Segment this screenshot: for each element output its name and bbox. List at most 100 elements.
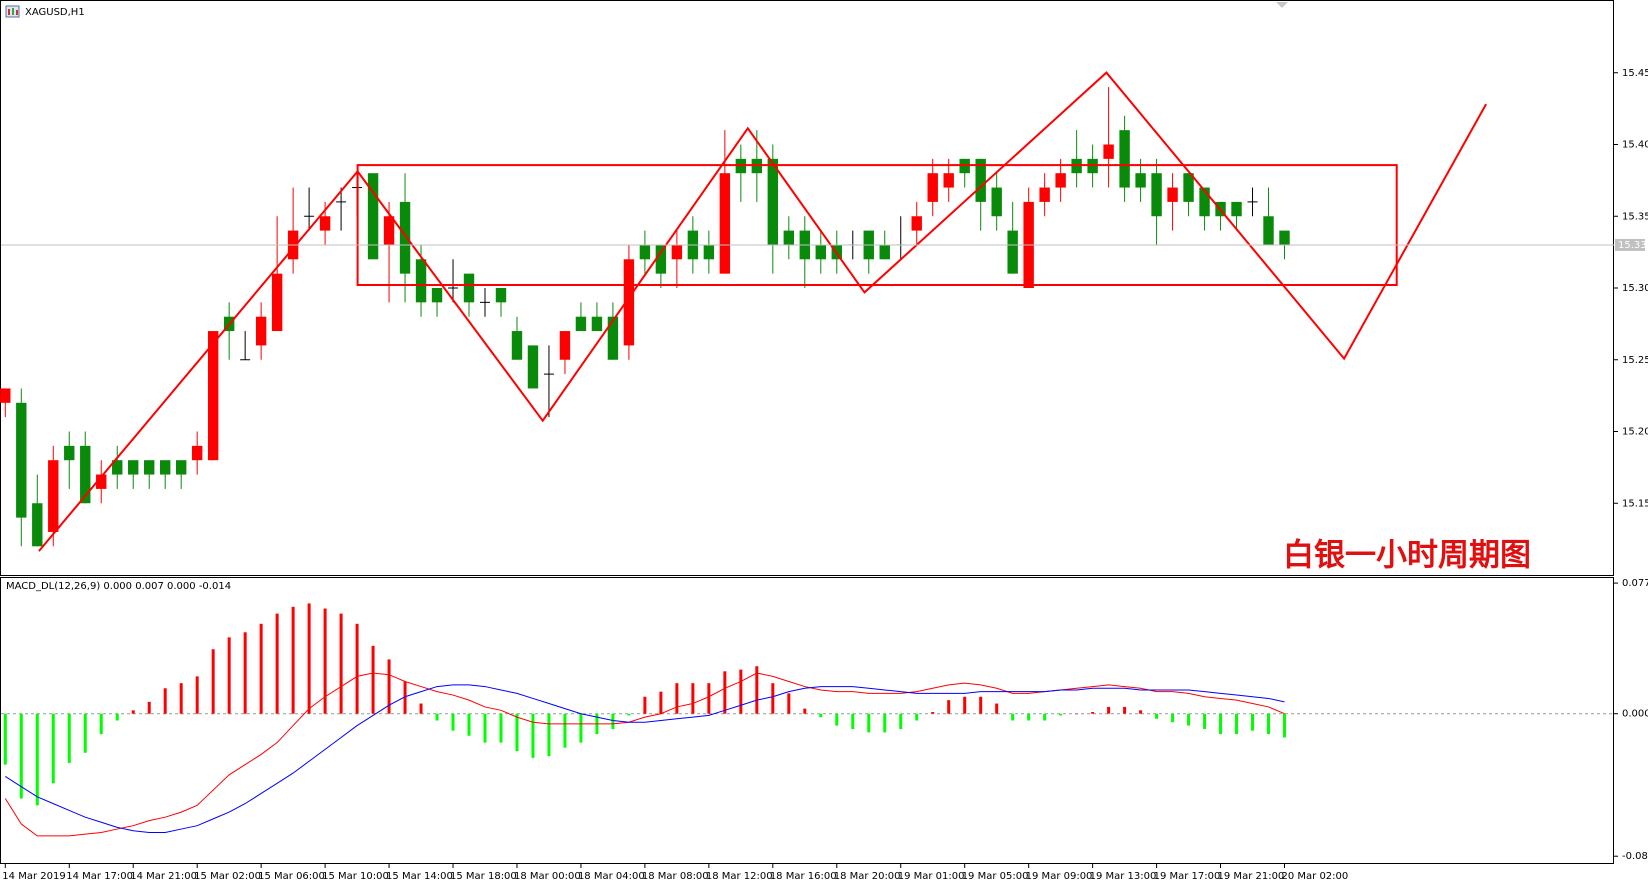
histogram-bar xyxy=(499,713,503,743)
histogram-bar xyxy=(35,713,39,806)
price-label: 15.33 xyxy=(1618,240,1647,251)
histogram-bar xyxy=(259,623,263,714)
histogram-bar xyxy=(563,713,567,748)
x-tick-label: 18 Mar 04:00 xyxy=(578,871,645,882)
x-tick-label: 18 Mar 16:00 xyxy=(770,871,837,882)
candle-body xyxy=(144,460,155,475)
candle-body xyxy=(271,273,283,332)
candle-body xyxy=(1119,130,1130,188)
candle-body xyxy=(1151,173,1162,217)
x-tick-label: 18 Mar 00:00 xyxy=(514,871,581,882)
x-tick-label: 19 Mar 21:00 xyxy=(1218,871,1285,882)
histogram-bar xyxy=(483,713,487,743)
zigzag-line xyxy=(38,71,1487,552)
price-panel-frame xyxy=(0,0,1614,576)
histogram-bar xyxy=(979,696,983,714)
histogram-bar xyxy=(931,712,935,714)
candle-body xyxy=(815,244,826,260)
x-tick-label: 19 Mar 09:00 xyxy=(1026,871,1093,882)
candle-body xyxy=(1279,230,1290,245)
y-tick-label: 15.25 xyxy=(1622,355,1648,366)
histogram-bar xyxy=(995,703,999,714)
x-tick-label: 15 Mar 06:00 xyxy=(258,871,325,882)
histogram-bar xyxy=(947,700,951,714)
histogram-bar xyxy=(387,659,391,714)
candle-body xyxy=(80,445,91,504)
histogram-bar xyxy=(883,713,887,733)
histogram-bar xyxy=(371,645,375,714)
histogram-bar xyxy=(419,703,423,714)
histogram-bar xyxy=(3,713,7,765)
histogram-bar xyxy=(1235,713,1239,735)
analysis-drawings xyxy=(38,71,1487,552)
histogram-bar xyxy=(627,713,631,716)
histogram-bar xyxy=(467,713,471,736)
histogram-bar xyxy=(291,606,295,714)
x-tick-label: 14 Mar 2019 xyxy=(2,871,65,882)
y-tick-label: -0.084 xyxy=(1622,851,1648,862)
candle-body xyxy=(1039,187,1050,202)
candle-body xyxy=(991,187,1002,217)
x-tick-label: 19 Mar 05:00 xyxy=(962,871,1029,882)
histogram-bar xyxy=(227,637,231,714)
x-tick-label: 19 Mar 13:00 xyxy=(1090,871,1157,882)
range-box xyxy=(356,164,1398,287)
candle-body xyxy=(96,474,107,489)
histogram-bar xyxy=(691,683,695,714)
candle-body xyxy=(1167,187,1178,202)
candle-body xyxy=(575,316,587,332)
histogram-bar xyxy=(1155,713,1159,719)
histogram-bar xyxy=(707,683,711,714)
histogram-bar xyxy=(147,701,151,714)
x-tick-label: 15 Mar 10:00 xyxy=(322,871,389,882)
histogram-bar xyxy=(115,713,119,721)
candle-body xyxy=(383,216,395,245)
histogram-bar xyxy=(307,603,311,714)
histogram-bar xyxy=(1139,710,1143,714)
candle-body xyxy=(767,158,779,245)
histogram-bar xyxy=(803,708,807,714)
x-tick-label: 18 Mar 12:00 xyxy=(706,871,773,882)
candle-body xyxy=(367,173,379,260)
candle-body xyxy=(128,460,139,475)
histogram-bar xyxy=(1123,706,1127,714)
histogram-bar xyxy=(403,681,407,714)
candle-body xyxy=(703,244,715,260)
y-tick-label: 15.40 xyxy=(1622,140,1648,151)
histogram-bar xyxy=(531,713,535,758)
histogram-bar xyxy=(275,613,279,714)
y-tick-label: 15.15 xyxy=(1622,498,1648,509)
histogram-bar xyxy=(579,713,583,743)
histogram-bar xyxy=(243,632,247,714)
candle-body xyxy=(16,402,27,518)
candle-body xyxy=(48,460,59,532)
histogram-bar xyxy=(675,683,679,714)
candle-body xyxy=(1055,173,1066,188)
histogram-bar xyxy=(787,693,791,714)
x-tick-label: 15 Mar 14:00 xyxy=(386,871,453,882)
candle-body xyxy=(175,460,187,475)
candle-body xyxy=(415,259,427,303)
candle-body xyxy=(1199,187,1210,217)
candle-body xyxy=(0,388,11,403)
histogram-bar xyxy=(1059,713,1063,716)
histogram-bar xyxy=(1283,713,1286,738)
candle-body xyxy=(32,503,43,547)
candle-body xyxy=(1183,173,1194,202)
histogram-bar xyxy=(835,713,839,726)
candle-body xyxy=(783,230,795,245)
candle-body xyxy=(511,331,523,360)
price-label-box xyxy=(1615,238,1645,251)
histogram-bar xyxy=(1219,713,1223,735)
indicator-line xyxy=(5,684,1285,833)
histogram-bar xyxy=(19,713,23,799)
histogram-bar xyxy=(1251,713,1255,731)
candle-body xyxy=(112,460,123,475)
x-tick-label: 19 Mar 17:00 xyxy=(1154,871,1221,882)
histogram-bar xyxy=(819,713,823,718)
candle-body xyxy=(879,244,890,260)
candle-body xyxy=(463,273,475,303)
x-tick-label: 14 Mar 21:00 xyxy=(130,871,197,882)
candle-body xyxy=(207,331,219,461)
